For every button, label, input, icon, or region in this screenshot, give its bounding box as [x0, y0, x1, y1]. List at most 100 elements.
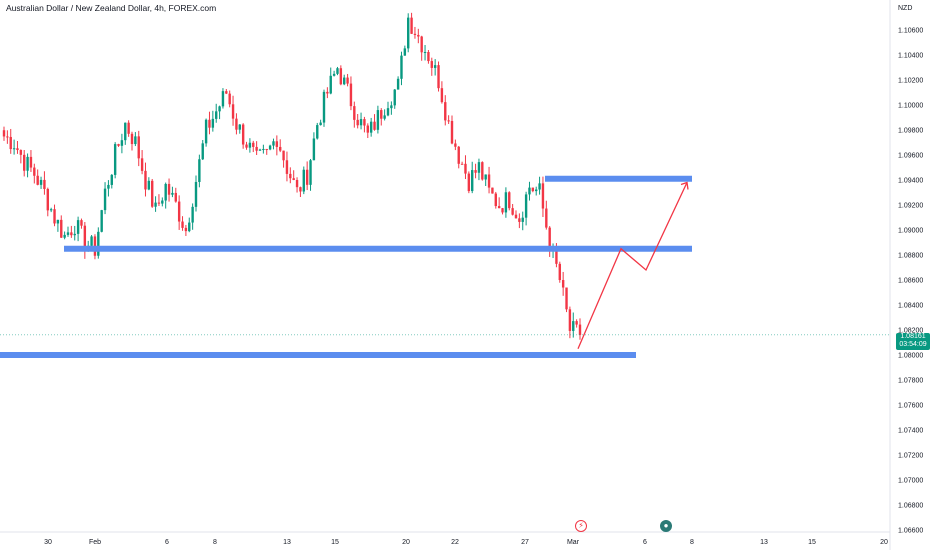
lightning-icon[interactable]: ⚡ — [575, 520, 587, 532]
price-tick-label: 1.09200 — [898, 203, 923, 210]
price-tick-label: 1.08000 — [898, 353, 923, 360]
candle-body — [157, 202, 161, 204]
candle-body — [396, 78, 400, 90]
candle-body — [535, 189, 538, 192]
candle-body — [231, 104, 235, 119]
price-tick-label: 1.09800 — [898, 128, 923, 135]
candle-body — [518, 218, 521, 222]
candle-body — [538, 183, 541, 190]
candle-body — [454, 143, 457, 147]
candle-body — [33, 167, 36, 176]
candle-body — [188, 222, 191, 232]
candle-body — [403, 48, 407, 56]
candle-body — [444, 102, 447, 121]
price-tick-label: 1.06800 — [898, 503, 923, 510]
candle-body — [272, 141, 275, 146]
candle-body — [258, 149, 262, 151]
candle-body — [245, 144, 248, 148]
candle-body — [161, 200, 164, 204]
candle-body — [124, 122, 127, 141]
candle-body — [471, 170, 474, 192]
candle-body — [380, 110, 383, 119]
candle-body — [420, 36, 423, 53]
time-tick-label: 8 — [213, 539, 217, 546]
projection-line[interactable] — [577, 182, 688, 350]
candle-body — [423, 51, 427, 53]
candle-body — [12, 148, 16, 150]
time-tick-label: 8 — [690, 539, 694, 546]
candle-body — [279, 146, 282, 151]
candle-body — [339, 68, 343, 85]
candle-body — [16, 148, 19, 151]
zone-band[interactable] — [0, 352, 636, 358]
price-tick-label: 1.10200 — [898, 78, 923, 85]
candle-body — [6, 136, 9, 138]
last-price-tag: 1.08161 03:54:09 — [896, 333, 930, 350]
candle-body — [497, 206, 501, 209]
time-tick-label: 30 — [44, 539, 52, 546]
candle-body — [53, 209, 56, 224]
candle-body — [299, 187, 302, 192]
projection-path — [577, 181, 689, 350]
price-tick-label: 1.09400 — [898, 178, 923, 185]
candle-body — [63, 234, 66, 238]
price-tick-label: 1.07600 — [898, 403, 923, 410]
price-tick-label: 1.07000 — [898, 478, 923, 485]
candle-body — [572, 321, 575, 331]
candle-body — [23, 154, 26, 171]
countdown-timer: 03:54:09 — [899, 341, 927, 348]
candle-body — [225, 91, 228, 94]
candle-body — [413, 33, 417, 35]
candle-body — [531, 187, 535, 192]
candle-body — [120, 140, 124, 146]
candle-body — [346, 77, 349, 84]
candle-body — [238, 124, 241, 130]
candle-body — [474, 170, 477, 173]
candle-body — [326, 91, 329, 94]
candle-body — [393, 89, 396, 106]
candle-body — [248, 142, 252, 148]
candle-body — [481, 162, 484, 180]
candle-body — [43, 179, 46, 189]
candle-body — [76, 220, 80, 234]
candle-body — [66, 232, 70, 235]
candle-body — [487, 174, 491, 188]
candle-body — [49, 209, 53, 211]
candle-body — [302, 169, 305, 192]
price-axis[interactable]: 1.10600 1.10400 1.10200 1.10000 1.09800 1.096… — [898, 28, 923, 535]
time-axis[interactable]: 30 Feb 6 8 13 15 20 22 27 Mar 6 8 13 15 20 — [44, 539, 888, 546]
time-tick-label: 6 — [165, 539, 169, 546]
projection-arrowhead — [680, 181, 689, 190]
candle-body — [545, 208, 548, 228]
candle-body — [383, 115, 386, 119]
candle-body — [561, 280, 565, 288]
candle-body — [2, 130, 6, 137]
zone-band[interactable] — [545, 175, 692, 182]
candle-body — [97, 231, 100, 256]
candle-body — [113, 144, 117, 175]
candle-body — [460, 163, 464, 165]
zone-band[interactable] — [64, 245, 692, 252]
candle-body — [174, 192, 177, 202]
price-tick-label: 1.07800 — [898, 378, 923, 385]
candle-body — [289, 173, 292, 179]
candle-body — [235, 118, 238, 130]
candle-body — [407, 17, 410, 49]
candle-body — [90, 236, 93, 246]
calendar-events-icon[interactable]: ● — [660, 520, 672, 532]
price-tick-label: 1.10400 — [898, 53, 923, 60]
candle-body — [36, 175, 39, 185]
candle-body — [417, 34, 420, 37]
candle-body — [494, 193, 497, 207]
candle-body — [400, 55, 403, 79]
candle-body — [204, 119, 208, 144]
last-price-value: 1.08161 — [900, 333, 926, 340]
price-tick-label: 1.08200 — [898, 328, 923, 335]
candle-body — [521, 217, 524, 222]
candle-body — [511, 208, 514, 215]
price-tick-label: 1.07400 — [898, 428, 923, 435]
candle-body — [275, 141, 279, 147]
time-tick-label: 15 — [808, 539, 816, 546]
price-tick-label: 1.07200 — [898, 453, 923, 460]
